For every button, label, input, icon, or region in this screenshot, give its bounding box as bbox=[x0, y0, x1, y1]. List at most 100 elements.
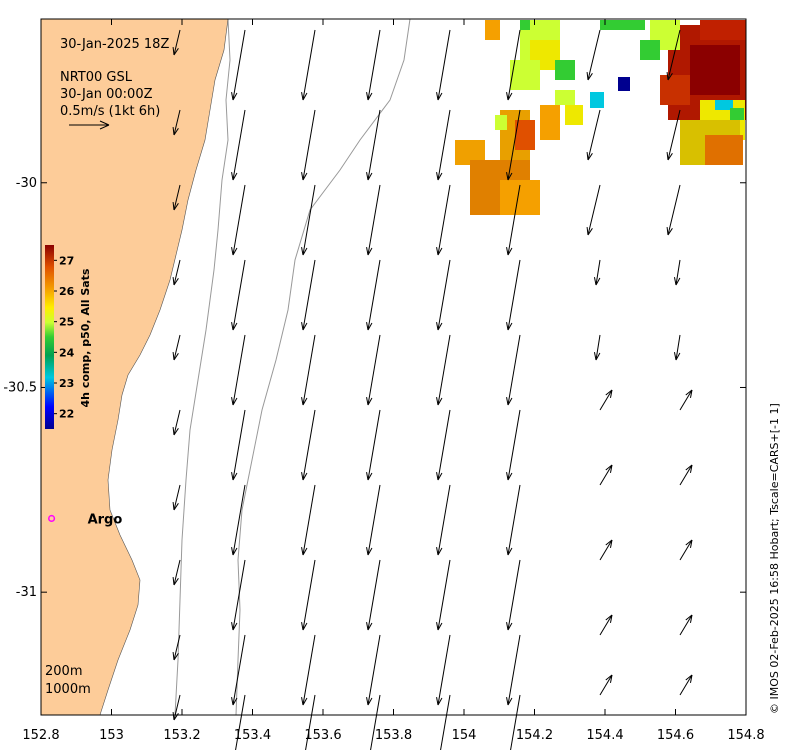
sst-patch bbox=[600, 20, 645, 30]
current-arrow bbox=[231, 559, 246, 631]
current-arrow bbox=[593, 334, 601, 361]
current-arrow bbox=[436, 484, 451, 556]
current-arrow bbox=[599, 464, 613, 486]
current-arrow bbox=[366, 634, 381, 706]
current-arrow bbox=[231, 334, 246, 406]
land-coastline bbox=[40, 18, 229, 716]
current-arrow bbox=[679, 389, 693, 411]
sst-layer bbox=[455, 20, 746, 215]
current-arrow bbox=[301, 259, 316, 331]
sst-patch bbox=[730, 108, 744, 120]
lon-tick-label: 154.4 bbox=[586, 728, 623, 743]
current-arrow bbox=[172, 409, 181, 436]
current-arrow bbox=[436, 109, 451, 181]
current-arrow bbox=[301, 484, 316, 556]
lon-tick-label: 153.2 bbox=[163, 728, 200, 743]
sst-patch bbox=[555, 90, 575, 105]
sst-patch bbox=[540, 105, 560, 140]
current-arrow bbox=[366, 559, 381, 631]
current-arrow bbox=[599, 614, 613, 636]
sst-patch bbox=[515, 120, 535, 150]
colorbar-tick-label: 27 bbox=[59, 254, 74, 267]
isobath-legend-1000m: 1000m bbox=[45, 682, 91, 697]
axis-tick-labels: 152.8 153 153.2 153.4 153.6 153.8 154 154.2 154.… bbox=[3, 176, 764, 743]
current-arrow bbox=[366, 409, 381, 481]
sst-patch bbox=[715, 100, 733, 110]
current-arrow bbox=[172, 694, 181, 721]
current-arrow bbox=[172, 334, 181, 361]
sst-patch bbox=[700, 20, 746, 40]
isobath-legend-200m: 200m bbox=[45, 664, 82, 679]
current-arrow bbox=[172, 259, 181, 286]
current-arrow bbox=[586, 184, 601, 236]
current-arrow bbox=[506, 409, 521, 481]
sst-patch bbox=[640, 40, 660, 60]
sst-patch bbox=[565, 105, 583, 125]
current-arrow bbox=[506, 29, 521, 101]
colorbar-tick-label: 24 bbox=[59, 346, 75, 359]
current-arrow bbox=[366, 29, 381, 101]
current-arrow bbox=[436, 334, 451, 406]
scale-label: 0.5m/s (1kt 6h) bbox=[60, 104, 160, 119]
current-arrow bbox=[172, 109, 181, 136]
current-arrow bbox=[231, 184, 246, 256]
current-arrow bbox=[673, 259, 681, 286]
colorbar-title: 4h comp, p50, All Sats bbox=[79, 268, 92, 407]
current-arrow bbox=[506, 259, 521, 331]
current-arrow bbox=[231, 634, 246, 706]
current-arrow bbox=[506, 559, 521, 631]
current-arrow bbox=[599, 389, 613, 411]
current-arrow bbox=[666, 29, 681, 81]
current-arrow bbox=[506, 184, 521, 256]
current-arrow bbox=[366, 109, 381, 181]
current-arrow bbox=[599, 674, 613, 696]
current-arrow bbox=[235, 694, 246, 750]
current-arrow bbox=[666, 109, 681, 161]
current-arrow bbox=[586, 109, 601, 161]
current-arrow bbox=[366, 484, 381, 556]
colorbar-tick-label: 26 bbox=[59, 285, 75, 298]
current-arrow bbox=[436, 259, 451, 331]
current-arrow bbox=[301, 559, 316, 631]
current-vectors bbox=[172, 29, 693, 750]
lon-tick-label: 154 bbox=[452, 728, 477, 743]
sst-patch bbox=[495, 115, 507, 130]
sst-patch bbox=[690, 45, 740, 95]
sst-patch bbox=[705, 135, 743, 165]
current-arrow bbox=[586, 29, 601, 81]
current-arrow bbox=[301, 634, 316, 706]
current-arrow bbox=[599, 539, 613, 561]
credit-text: © IMOS 02-Feb-2025 16:58 Hobart; Tscale=… bbox=[768, 403, 781, 714]
lat-tick-label: -30 bbox=[16, 176, 37, 191]
current-arrow bbox=[679, 539, 693, 561]
map-date: 30-Jan-2025 18Z bbox=[60, 37, 169, 52]
colorbar-ticks: 27 26 25 24 23 22 bbox=[54, 254, 75, 421]
current-arrow bbox=[679, 674, 693, 696]
current-arrow bbox=[172, 634, 181, 661]
lon-tick-label: 153.6 bbox=[304, 728, 341, 743]
current-arrow bbox=[666, 184, 681, 236]
current-arrow bbox=[172, 29, 181, 56]
isobath-lines bbox=[174, 18, 411, 716]
colorbar-tick-label: 23 bbox=[59, 377, 74, 390]
current-arrow bbox=[172, 484, 181, 511]
lon-tick-label: 154.6 bbox=[657, 728, 694, 743]
sst-patch bbox=[660, 75, 690, 105]
lon-tick-label: 153 bbox=[99, 728, 124, 743]
current-arrow bbox=[510, 694, 521, 750]
lon-tick-label: 154.2 bbox=[516, 728, 553, 743]
current-arrow bbox=[436, 184, 451, 256]
sst-patch bbox=[510, 60, 540, 90]
current-arrow bbox=[172, 184, 181, 211]
product-date: 30-Jan 00:00Z bbox=[60, 87, 153, 102]
current-arrow bbox=[366, 184, 381, 256]
current-arrow bbox=[506, 334, 521, 406]
current-arrow bbox=[231, 29, 246, 101]
colorbar: 27 26 25 24 23 22 4h comp, p50, All Sats bbox=[45, 245, 92, 429]
sst-patch bbox=[555, 60, 575, 80]
isobath-200m bbox=[174, 18, 231, 716]
colorbar-tick-label: 25 bbox=[59, 316, 74, 329]
current-arrow bbox=[172, 559, 181, 586]
current-arrow bbox=[301, 409, 316, 481]
